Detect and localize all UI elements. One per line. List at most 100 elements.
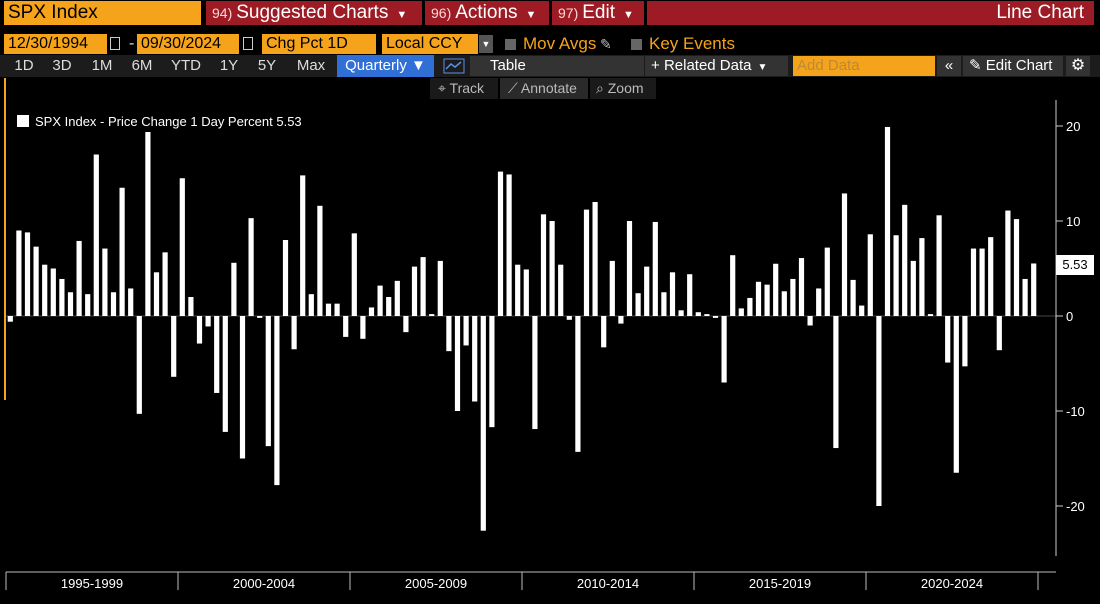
chart-type-title[interactable]: Line Chart — [647, 1, 1094, 25]
data-bar — [205, 316, 211, 327]
gear-icon[interactable]: ⚙ — [1066, 56, 1090, 76]
edit-chart-label: Edit Chart — [985, 57, 1053, 74]
data-bar — [171, 316, 177, 377]
data-bar — [979, 248, 985, 316]
data-bar — [7, 316, 13, 322]
data-bar — [472, 316, 478, 402]
data-bar — [824, 247, 830, 316]
currency-dropdown-icon[interactable]: ▼ — [479, 35, 493, 53]
data-bar — [162, 252, 168, 316]
caret-down-icon: ▼ — [396, 9, 408, 21]
table-button[interactable]: Table — [470, 56, 644, 76]
data-bar — [110, 292, 117, 316]
plus-icon: + — [651, 57, 664, 74]
y-tick-label: 20 — [1066, 119, 1080, 134]
calendar-icon[interactable] — [110, 37, 120, 50]
period-ytd[interactable]: YTD — [171, 57, 201, 74]
x-tick-label: 2020-2024 — [921, 576, 983, 591]
caret-down-icon: ▼ — [525, 9, 537, 21]
data-bar — [1031, 263, 1037, 316]
related-data-label: Related Data — [663, 57, 752, 74]
data-bar — [179, 178, 185, 316]
data-bar — [540, 214, 547, 316]
data-bar — [712, 316, 719, 318]
data-bar — [214, 316, 220, 393]
legend-last-value: 5.53 — [276, 114, 302, 129]
data-bar — [609, 260, 615, 316]
pencil-icon[interactable]: ✎ — [600, 36, 612, 52]
data-bar — [153, 272, 160, 316]
data-bar — [669, 272, 676, 316]
data-bar — [592, 202, 598, 316]
ticker-field[interactable]: SPX Index — [4, 1, 201, 25]
data-bar — [16, 230, 22, 316]
data-bar — [128, 288, 134, 316]
suggested-charts-menu[interactable]: 94) Suggested Charts ▼ — [206, 1, 422, 25]
data-bar — [506, 174, 512, 316]
data-bar — [282, 240, 289, 316]
data-bar — [24, 232, 31, 316]
period-max[interactable]: Max — [296, 57, 326, 74]
collapse-icon[interactable]: « — [937, 56, 961, 76]
calendar-icon[interactable] — [243, 37, 253, 50]
period-3d[interactable]: 3D — [52, 57, 72, 74]
period-5y[interactable]: 5Y — [257, 57, 277, 74]
line-chart-icon[interactable] — [440, 56, 468, 76]
data-bar — [927, 314, 934, 316]
data-bar — [626, 221, 633, 316]
mov-avgs-checkbox[interactable] — [505, 39, 516, 50]
data-bar — [798, 258, 805, 316]
period-1y[interactable]: 1Y — [219, 57, 239, 74]
data-bar — [764, 284, 770, 316]
data-bar — [463, 316, 469, 346]
zoom-tool[interactable]: ⌕ Zoom — [590, 78, 656, 99]
annotate-tool[interactable]: ⟋ Annotate — [500, 78, 588, 99]
data-bar — [532, 316, 538, 430]
edit-chart-button[interactable]: ✎ Edit Chart — [963, 56, 1063, 76]
data-bar — [618, 316, 624, 324]
frequency-dropdown[interactable]: Quarterly ▼ — [337, 55, 434, 77]
add-data-input[interactable]: Add Data — [793, 56, 935, 76]
data-bar — [996, 316, 1002, 351]
x-tick-label: 1995-1999 — [61, 576, 123, 591]
y-tick-label: -10 — [1066, 404, 1085, 419]
data-bar — [695, 312, 701, 316]
data-bar — [136, 316, 142, 414]
key-events-checkbox[interactable] — [631, 39, 642, 50]
period-6m[interactable]: 6M — [131, 57, 153, 74]
actions-menu[interactable]: 96) Actions ▼ — [425, 1, 549, 25]
field-selector[interactable]: Chg Pct 1D — [262, 34, 376, 54]
edit-menu[interactable]: 97) Edit ▼ — [552, 1, 644, 25]
period-1m[interactable]: 1M — [91, 57, 113, 74]
period-1d[interactable]: 1D — [14, 57, 34, 74]
data-bar — [644, 266, 650, 316]
menu-number: 96) — [431, 5, 452, 21]
legend-label: SPX Index - Price Change 1 Day Percent — [35, 114, 273, 129]
mov-avgs-label[interactable]: Mov Avgs — [523, 34, 597, 53]
data-bar — [747, 297, 753, 316]
currency-selector[interactable]: Local CCY — [382, 34, 478, 54]
data-bar — [515, 264, 521, 316]
annotate-icon: ⟋ — [508, 80, 521, 96]
end-date-field[interactable]: 09/30/2024 — [137, 34, 239, 54]
data-bar — [93, 154, 99, 316]
data-bar — [953, 316, 959, 473]
x-tick-label: 2010-2014 — [577, 576, 639, 591]
key-events-label[interactable]: Key Events — [649, 34, 735, 53]
track-tool[interactable]: ⌖ Track — [430, 78, 498, 99]
data-bar — [454, 316, 461, 411]
data-bar — [884, 126, 891, 316]
data-bar — [291, 316, 297, 350]
data-bar — [755, 281, 762, 316]
related-data-button[interactable]: + Related Data ▼ — [645, 56, 788, 76]
data-bar — [377, 285, 383, 316]
data-bar — [42, 264, 48, 316]
bar-chart: 20 10 0 -10 -20 1995-1999 2000-2004 2005-2009 20… — [5, 100, 1085, 591]
data-bar — [962, 316, 968, 367]
menu-label: Edit — [582, 2, 615, 23]
data-bar — [446, 316, 452, 352]
data-bar — [781, 291, 787, 316]
caret-down-icon: ▼ — [411, 57, 426, 74]
start-date-field[interactable]: 12/30/1994 — [4, 34, 107, 54]
data-bar — [583, 209, 590, 316]
